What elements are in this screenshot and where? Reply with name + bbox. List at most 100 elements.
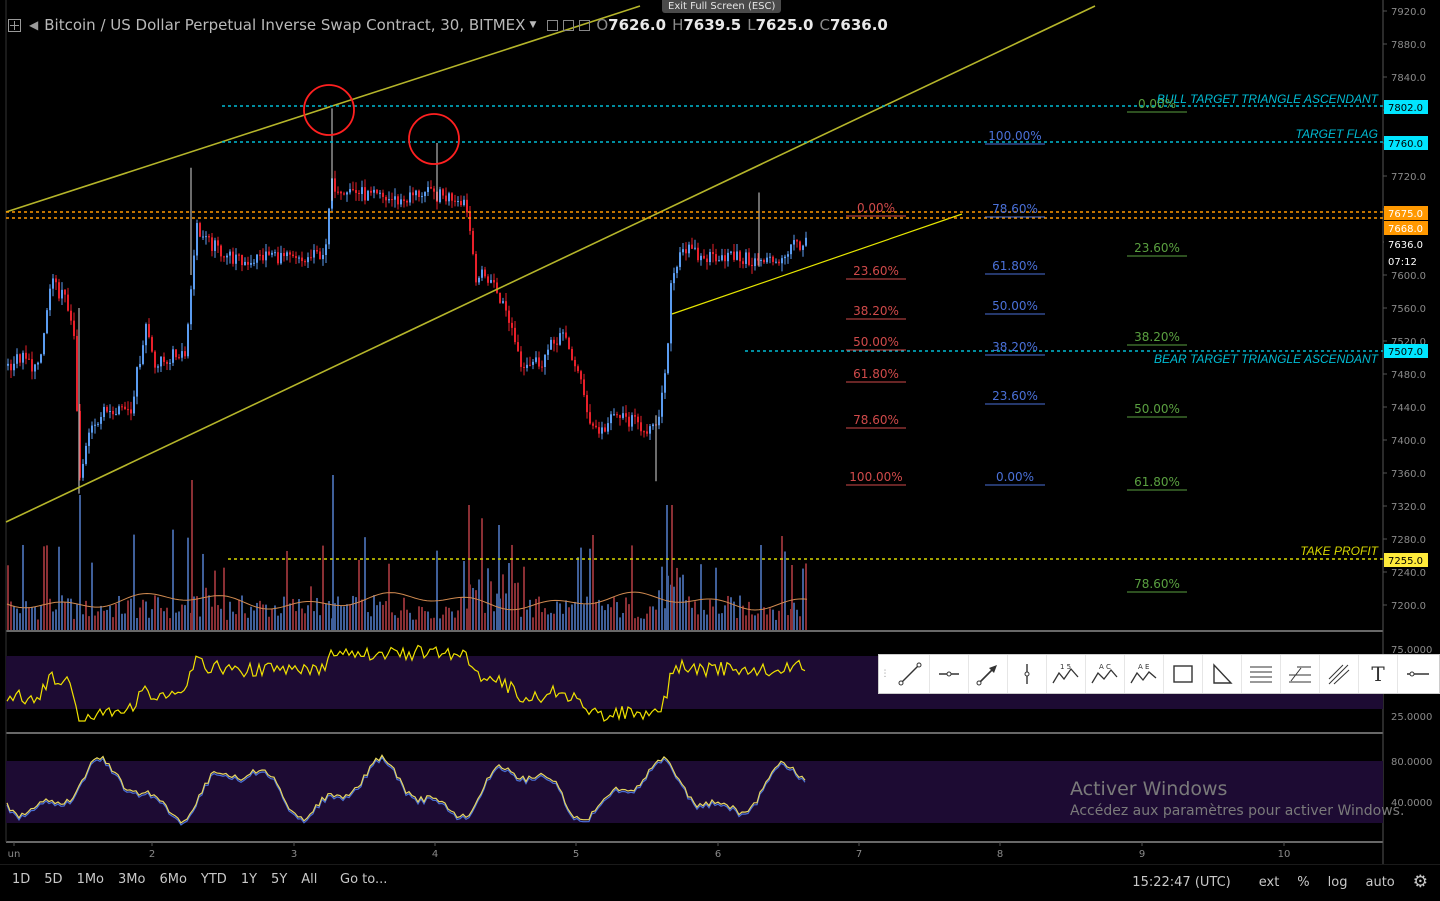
volume-bar: [409, 612, 411, 630]
volume-bar: [352, 595, 354, 630]
volume-bar: [58, 546, 60, 630]
candle-body: [427, 187, 429, 193]
rectangle-icon[interactable]: [1164, 655, 1203, 693]
candle-body: [802, 245, 804, 250]
candle-body: [658, 416, 660, 426]
stoch-band: [6, 761, 1383, 823]
double-top-circle: [303, 84, 355, 136]
volume-bar: [763, 607, 765, 630]
volume-bar: [145, 601, 147, 630]
volume-bar: [313, 611, 315, 630]
settings-icon[interactable]: [547, 19, 559, 31]
candle-body: [307, 257, 309, 263]
candle-body: [316, 250, 318, 252]
volume-bar: [217, 605, 219, 630]
volume-bar: [691, 607, 693, 630]
candle-body: [775, 261, 777, 263]
volume-bar: [319, 615, 321, 630]
svg-text:A C: A C: [1099, 663, 1111, 671]
time-tick-label: 2: [149, 849, 155, 860]
candle-body: [229, 251, 231, 256]
triangle-support-line: [671, 213, 963, 315]
exit-fullscreen-hint[interactable]: Exit Full Screen (ESC): [662, 0, 782, 13]
price-tick-label: 7240.0: [1391, 568, 1426, 579]
range-button-all[interactable]: All: [301, 872, 318, 887]
candle-body: [181, 351, 183, 358]
volume-bar: [130, 598, 132, 630]
collapse-icon[interactable]: ◀: [29, 18, 39, 32]
elliott-wave-icon[interactable]: 1 5: [1047, 655, 1086, 693]
fib-retracement-icon[interactable]: [1242, 655, 1281, 693]
triangle-icon[interactable]: [1203, 655, 1242, 693]
range-button-1mo[interactable]: 1Mo: [76, 872, 105, 887]
range-button-5y[interactable]: 5Y: [271, 872, 288, 887]
volume-bar: [391, 612, 393, 630]
volume-bar: [721, 613, 723, 630]
chevron-down-icon[interactable]: ▼: [529, 20, 537, 30]
horizontal-line-icon[interactable]: [1398, 655, 1437, 693]
volume-bar: [343, 606, 345, 630]
fib-extension-icon[interactable]: [1281, 655, 1320, 693]
volume-bar: [265, 604, 267, 630]
range-button-1d[interactable]: 1D: [12, 872, 31, 887]
horizontal-ray-icon[interactable]: [930, 655, 969, 693]
volume-bar: [370, 616, 372, 630]
candle-body: [751, 264, 753, 267]
volume-bar: [655, 609, 657, 630]
volume-bar: [7, 565, 9, 630]
candle-body: [343, 193, 345, 195]
range-button-6mo[interactable]: 6Mo: [159, 872, 187, 887]
range-button-1y[interactable]: 1Y: [240, 872, 258, 887]
volume-spike: [760, 545, 762, 630]
stoch-d-line: [6, 756, 806, 826]
trend-line-icon[interactable]: [891, 655, 930, 693]
candle-body: [577, 366, 579, 372]
candle-body: [517, 342, 519, 352]
expand-icon[interactable]: [8, 18, 21, 32]
volume-bar: [397, 617, 399, 630]
chart-header: ◀ Bitcoin / US Dollar Perpetual Inverse …: [8, 14, 888, 36]
percent-toggle[interactable]: %: [1297, 874, 1310, 890]
goto-button[interactable]: Go to...: [340, 872, 388, 887]
volume-bar: [481, 518, 483, 630]
pitchfork-icon[interactable]: [1320, 655, 1359, 693]
candle-body: [268, 251, 270, 255]
symbol-title[interactable]: Bitcoin / US Dollar Perpetual Inverse Sw…: [44, 16, 526, 34]
close-series-icon[interactable]: [579, 19, 591, 31]
volume-bar: [118, 595, 120, 630]
candle-body: [265, 251, 267, 261]
range-button-3mo[interactable]: 3Mo: [118, 872, 146, 887]
volume-bar: [385, 601, 387, 630]
log-toggle[interactable]: log: [1327, 874, 1348, 890]
candle-body: [733, 251, 735, 260]
source-icon[interactable]: [563, 19, 575, 31]
candle-body: [79, 410, 81, 478]
volume-bar: [394, 615, 396, 630]
time-tick-label: 3: [291, 849, 297, 860]
fib-red-level: 38.20%: [853, 304, 899, 318]
gear-icon[interactable]: ⚙: [1412, 872, 1428, 892]
candle-body: [34, 364, 36, 372]
range-button-5d[interactable]: 5D: [44, 872, 63, 887]
abcd-pattern-icon[interactable]: A C: [1086, 655, 1125, 693]
candle-body: [598, 427, 600, 434]
ext-toggle[interactable]: ext: [1258, 874, 1280, 890]
arrow-icon[interactable]: [969, 655, 1008, 693]
volume-bar: [10, 601, 12, 630]
candle-body: [790, 244, 792, 255]
candle-body: [583, 379, 585, 396]
candle-body: [586, 395, 588, 413]
volume-bar: [742, 605, 744, 630]
volume-bar: [439, 618, 441, 630]
triangle-pattern-icon[interactable]: A E: [1125, 655, 1164, 693]
candle-body: [85, 445, 87, 464]
volume-bar: [568, 607, 570, 630]
auto-toggle[interactable]: auto: [1365, 874, 1395, 890]
candle-body: [67, 294, 69, 311]
toolbar-grip-icon[interactable]: ⋮: [880, 669, 890, 679]
text-icon[interactable]: T: [1359, 655, 1398, 693]
volume-bar: [82, 614, 84, 630]
range-button-ytd[interactable]: YTD: [200, 872, 227, 887]
vertical-line-icon[interactable]: [1008, 655, 1047, 693]
